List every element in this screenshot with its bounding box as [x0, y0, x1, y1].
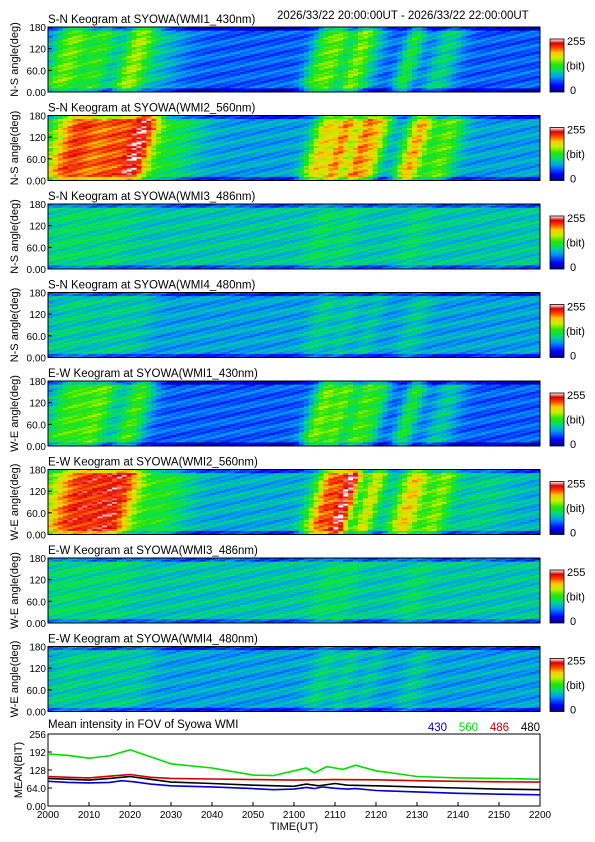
keogram-panel-2: S-N Keogram at SYOWA(WMI2_560nm)0.0060.0… — [9, 103, 585, 188]
keogram-title: S-N Keogram at SYOWA(WMI2_560nm) — [48, 103, 255, 115]
y-tick-label: 180 — [29, 23, 46, 34]
keogram-title: S-N Keogram at SYOWA(WMI1_430nm) — [48, 14, 255, 26]
y-tick-label: 60.0 — [27, 66, 47, 77]
colorbar-max-label: 255 — [567, 36, 585, 48]
colorbar-min-label: 0 — [570, 85, 576, 97]
y-tick-label: 120 — [29, 45, 46, 56]
colorbar — [550, 39, 564, 92]
keogram-cells — [48, 27, 540, 92]
y-axis-label: N-S angle(deg) — [9, 22, 21, 97]
colorbar-unit-label: (bit) — [566, 61, 585, 73]
y-tick-label: 0.00 — [27, 88, 47, 99]
keogram-cells — [48, 116, 540, 181]
keogram-panel-1: S-N Keogram at SYOWA(WMI1_430nm) 0.00 60.0… — [9, 14, 585, 99]
